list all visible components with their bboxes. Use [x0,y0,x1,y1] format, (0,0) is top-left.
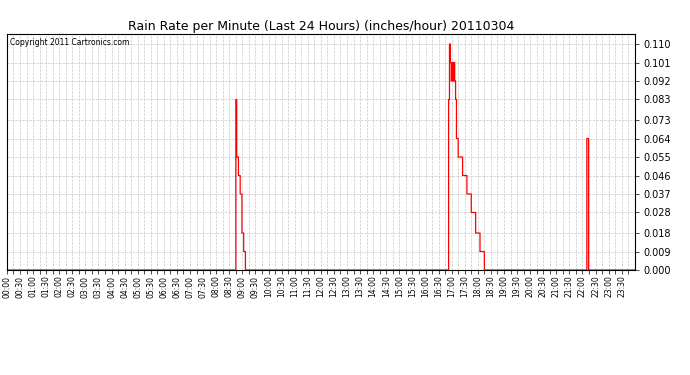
Text: Copyright 2011 Cartronics.com: Copyright 2011 Cartronics.com [10,39,130,48]
Title: Rain Rate per Minute (Last 24 Hours) (inches/hour) 20110304: Rain Rate per Minute (Last 24 Hours) (in… [128,20,514,33]
